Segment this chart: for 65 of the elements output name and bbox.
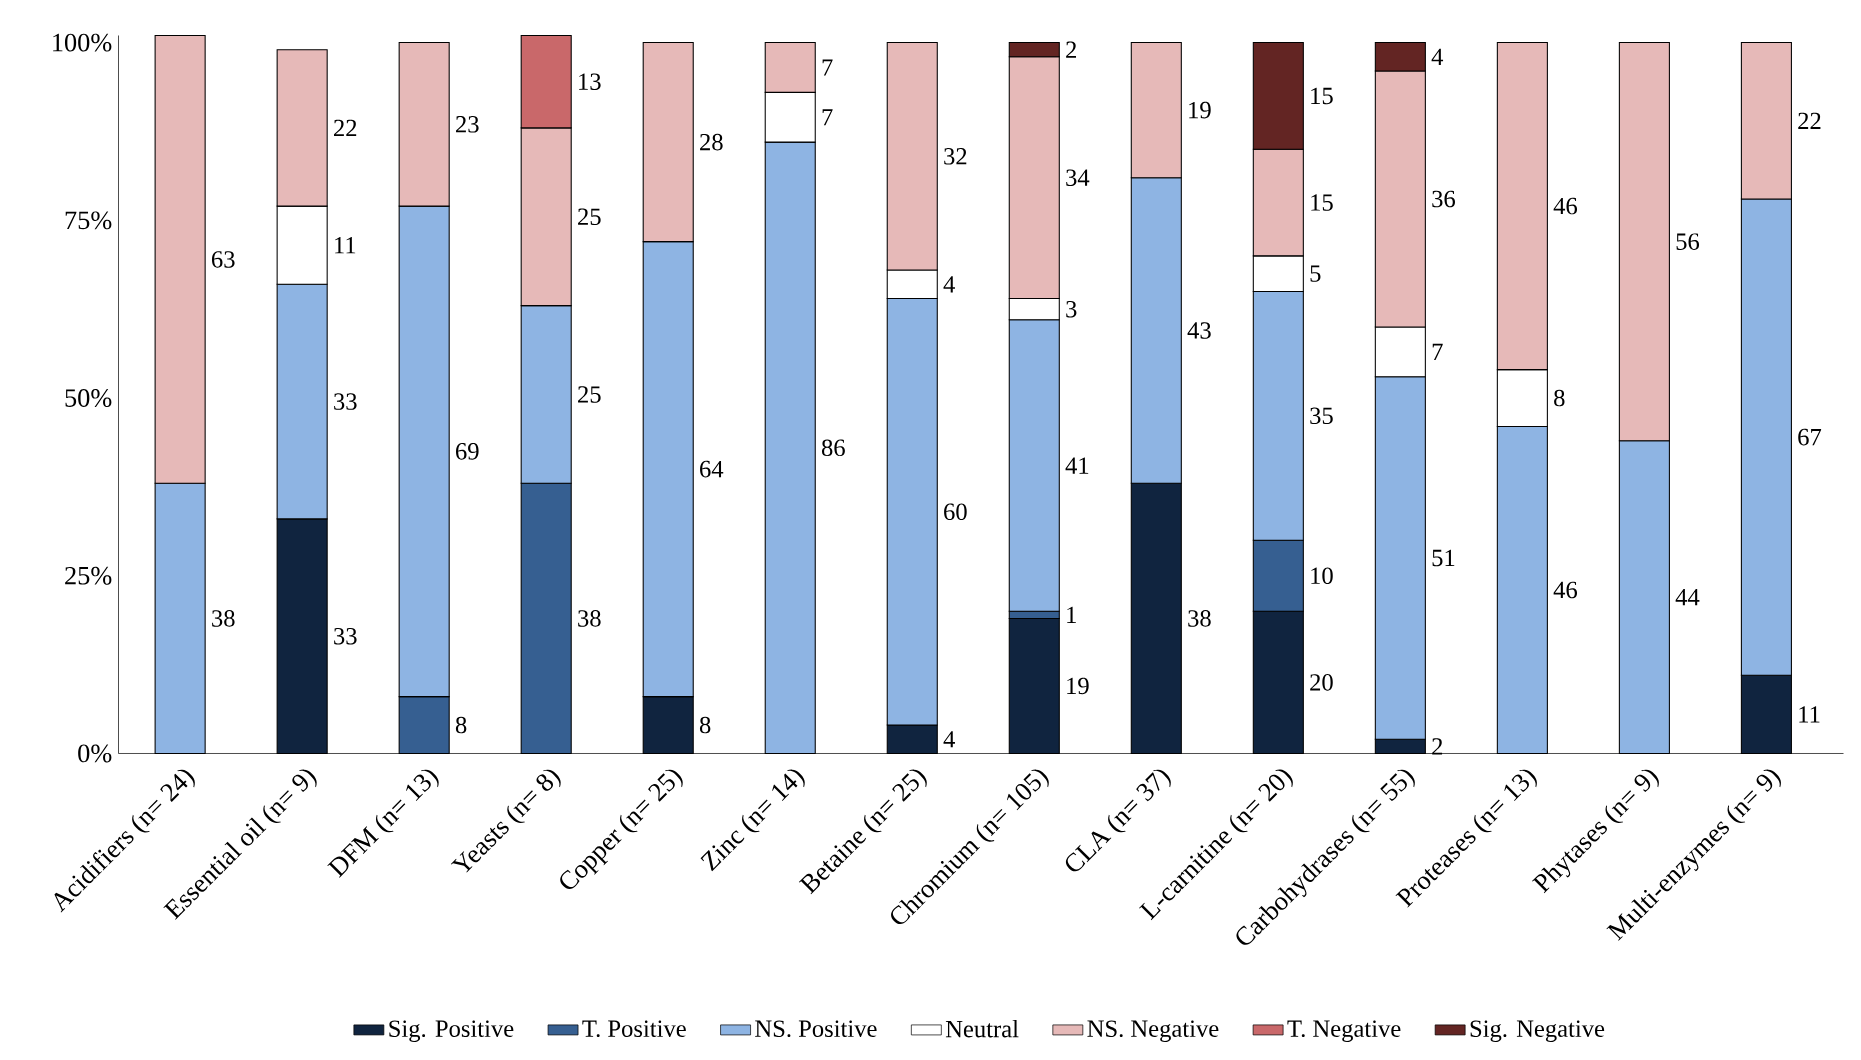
data-label: 4 xyxy=(943,276,955,293)
data-label: 36 xyxy=(1432,190,1455,208)
data-label: 4 xyxy=(1431,48,1444,65)
x-tick-label: Zinc (n= 14) xyxy=(700,769,805,872)
data-label: 25 xyxy=(578,386,601,403)
data-label: 19 xyxy=(1189,101,1211,119)
data-label: 86 xyxy=(821,439,845,457)
data-label: 20 xyxy=(1310,674,1333,691)
data-label: 43 xyxy=(1187,322,1211,339)
data-label: 7 xyxy=(822,59,833,76)
data-label: 3 xyxy=(1066,300,1077,318)
data-label: 28 xyxy=(700,133,723,151)
data-label: 22 xyxy=(334,119,357,137)
data-label: 23 xyxy=(456,116,479,133)
data-label: 33 xyxy=(334,393,357,410)
y-tick-label: 100% xyxy=(53,33,112,52)
legend-label: T. Negative xyxy=(1287,1020,1401,1043)
data-label: 1 xyxy=(1067,606,1076,623)
data-label: 5 xyxy=(1310,265,1321,282)
data-label: 38 xyxy=(578,610,601,627)
legend-label: Neutral xyxy=(945,1020,1019,1038)
data-label: 11 xyxy=(1799,706,1820,723)
data-label: 64 xyxy=(700,460,724,478)
data-label: 34 xyxy=(1066,169,1090,186)
legend-label: Sig. Positive xyxy=(389,1020,514,1043)
data-label: 32 xyxy=(944,148,967,165)
data-label: 51 xyxy=(1432,549,1455,567)
legend-label: NS. Negative xyxy=(1087,1020,1219,1043)
data-label: 19 xyxy=(1067,677,1089,695)
data-label: 2 xyxy=(1432,738,1443,755)
x-tick-label: CLA (n= 37) xyxy=(1065,769,1171,872)
data-label: 33 xyxy=(334,627,357,645)
data-label: 11 xyxy=(335,237,356,254)
data-label: 15 xyxy=(1311,87,1333,105)
data-label: 44 xyxy=(1675,588,1700,606)
data-label: 8 xyxy=(1554,389,1565,407)
y-tick-label: 0% xyxy=(78,744,112,763)
data-label: 2 xyxy=(1066,41,1076,58)
data-label: 22 xyxy=(1798,112,1821,129)
y-tick-label: 25% xyxy=(65,566,112,585)
data-label: 60 xyxy=(944,503,967,521)
data-label: 41 xyxy=(1065,457,1089,474)
data-label: 8 xyxy=(699,716,711,734)
data-label: 63 xyxy=(211,251,235,268)
data-label: 7 xyxy=(822,109,833,126)
y-tick-label: 75% xyxy=(65,211,112,230)
data-label: 56 xyxy=(1676,233,1700,250)
legend-label: NS. Positive xyxy=(755,1020,877,1038)
data-label: 7 xyxy=(1432,343,1443,360)
data-label: 67 xyxy=(1798,428,1822,446)
data-label: 10 xyxy=(1311,567,1333,585)
data-label: 25 xyxy=(578,208,601,226)
data-label: 46 xyxy=(1553,581,1578,599)
data-label: 46 xyxy=(1553,197,1578,215)
legend-label: T. Positive xyxy=(582,1020,686,1038)
data-label: 38 xyxy=(1188,610,1211,627)
y-tick-label: 50% xyxy=(65,389,112,407)
data-label: 4 xyxy=(943,731,955,748)
data-label: 38 xyxy=(212,610,235,627)
data-label: 35 xyxy=(1310,407,1333,425)
data-label: 69 xyxy=(456,443,479,460)
data-label: 15 xyxy=(1311,194,1333,211)
data-label: 8 xyxy=(455,716,467,734)
legend-label: Sig. Negative xyxy=(1470,1020,1605,1043)
data-label: 13 xyxy=(579,73,601,90)
